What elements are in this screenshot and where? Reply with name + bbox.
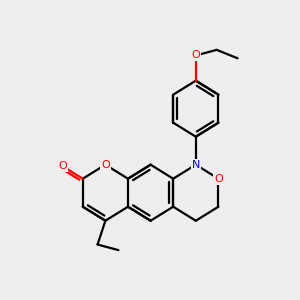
- Text: O: O: [101, 160, 110, 170]
- Text: N: N: [192, 160, 200, 170]
- Text: O: O: [214, 174, 223, 184]
- Text: O: O: [191, 50, 200, 61]
- Text: O: O: [58, 161, 67, 171]
